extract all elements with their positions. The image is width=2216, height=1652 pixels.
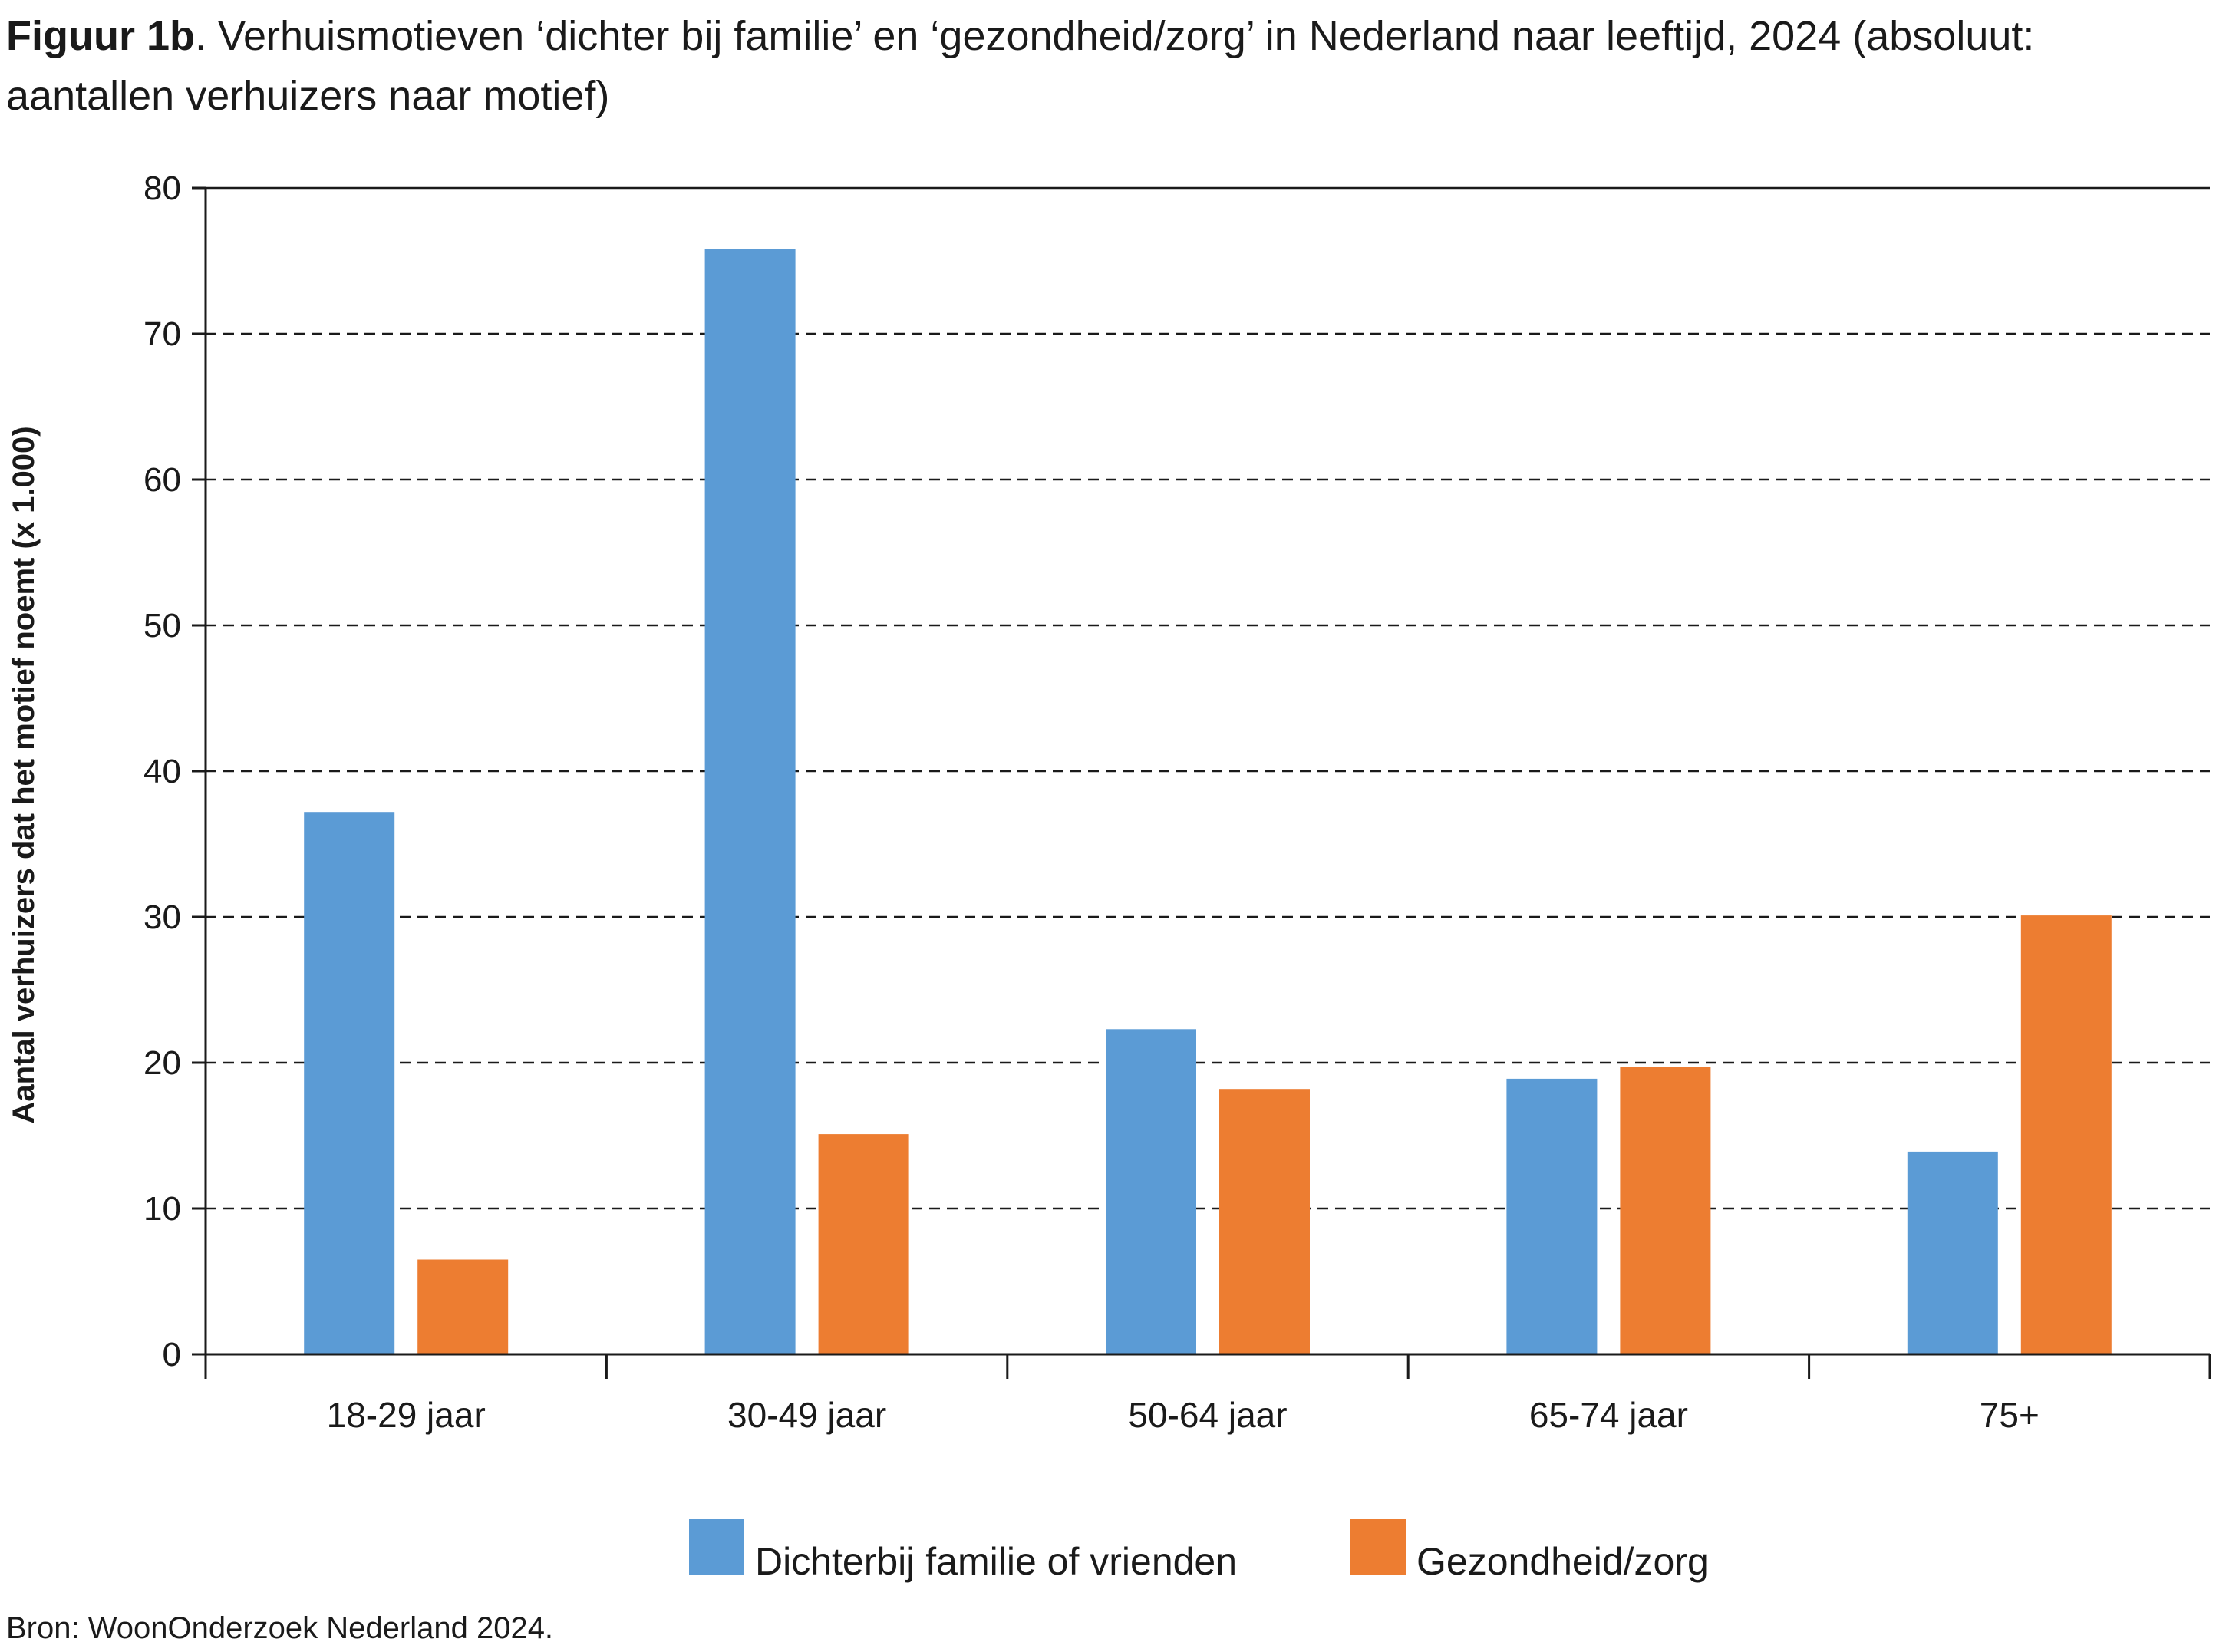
bar [1907, 1151, 1998, 1354]
y-tick-label: 40 [143, 753, 181, 790]
y-tick-label: 0 [163, 1336, 181, 1373]
y-tick-label: 60 [143, 461, 181, 499]
bars [304, 249, 2112, 1354]
bar [1506, 1078, 1598, 1354]
bar [417, 1259, 509, 1354]
x-axis-categories: 18-29 jaar 30-49 jaar 50-64 jaar 65-74 jaar… [204, 1354, 2211, 1435]
y-tick-label: 80 [143, 170, 181, 207]
x-category-label: 50-64 jaar [1128, 1395, 1287, 1435]
bar [704, 249, 796, 1354]
gridlines [206, 186, 2210, 1210]
bar [818, 1134, 909, 1354]
y-tick-label: 50 [143, 607, 181, 645]
legend-swatch [689, 1519, 744, 1575]
bar [2020, 915, 2112, 1354]
x-category-label: 75+ [1980, 1395, 2040, 1435]
figure-number: Figuur 1b [6, 13, 195, 59]
bar [1219, 1089, 1310, 1354]
x-category-label: 18-29 jaar [327, 1395, 486, 1435]
legend: Dichterbij familie of vrienden Gezondheid… [689, 1519, 1709, 1583]
figure-caption: . Verhuismotieven ‘dichter bij familie’ … [6, 13, 2035, 119]
bar [1106, 1029, 1196, 1354]
y-tick-label: 10 [143, 1190, 181, 1228]
source-note: Bron: WoonOnderzoek Nederland 2024. [6, 1611, 554, 1645]
y-axis-label: Aantal verhuizers dat het motief noemt (… [7, 426, 41, 1123]
legend-swatch [1350, 1519, 1406, 1575]
chart-title: Figuur 1b. Verhuismotieven ‘dichter bij … [6, 6, 2201, 126]
bar [304, 812, 395, 1354]
legend-label: Dichterbij familie of vrienden [755, 1540, 1237, 1583]
y-tick-label: 20 [143, 1044, 181, 1082]
y-tick-label: 70 [143, 315, 181, 353]
x-category-label: 65-74 jaar [1529, 1395, 1688, 1435]
y-tick-label: 30 [143, 899, 181, 936]
bar [1620, 1067, 1711, 1354]
legend-label: Gezondheid/zorg [1416, 1540, 1709, 1583]
x-category-label: 30-49 jaar [727, 1395, 886, 1435]
y-axis-ticks: 0 10 20 30 40 50 60 70 80 [143, 170, 206, 1373]
